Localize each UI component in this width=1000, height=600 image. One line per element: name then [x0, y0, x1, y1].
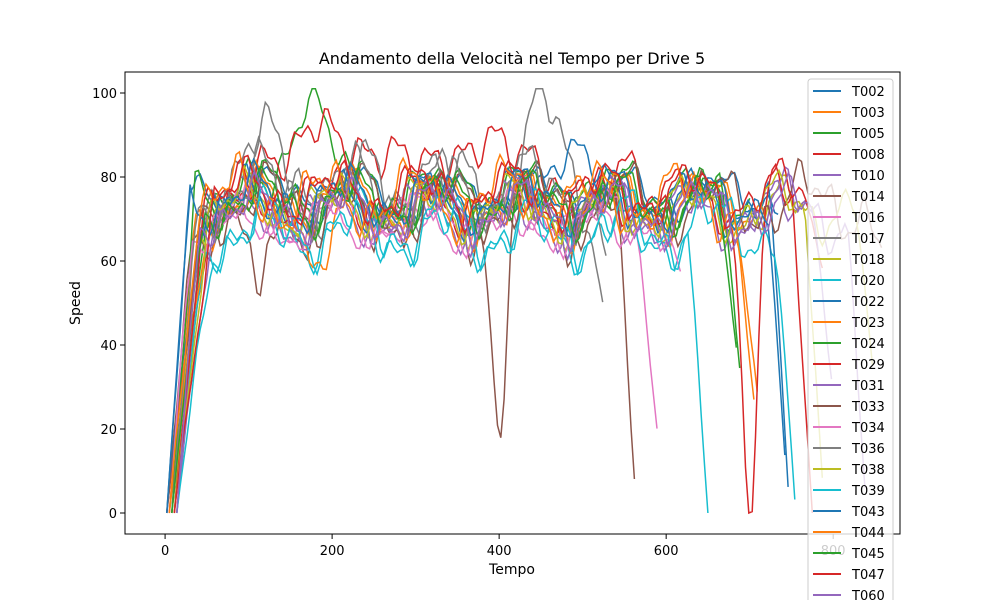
series-line-t039	[176, 183, 796, 514]
x-axis-ticks: 0200400600800	[161, 534, 846, 559]
chart-title: Andamento della Velocità nel Tempo per D…	[319, 49, 705, 68]
legend-label: T045	[851, 547, 885, 562]
legend-label: T008	[851, 148, 885, 163]
legend-label: T039	[851, 484, 885, 499]
x-tick-label: 400	[487, 544, 512, 559]
legend-label: T031	[851, 379, 885, 394]
plot-lines	[166, 88, 883, 515]
series-line-t020	[176, 197, 709, 514]
legend-label: T034	[851, 421, 885, 436]
x-tick-label: 200	[320, 544, 345, 559]
legend: T002 T003 T005 T008 T010 T014 T016 T017 T018 T020…	[807, 78, 894, 600]
legend-label: T017	[851, 232, 885, 247]
plot-frame	[124, 71, 901, 535]
legend-label: T018	[851, 253, 885, 268]
y-tick-label: 100	[92, 87, 117, 102]
series-line-t045	[171, 165, 738, 514]
legend-label: T002	[851, 85, 885, 100]
series-line-t047	[173, 154, 824, 514]
y-axis-label: Speed	[68, 281, 84, 325]
legend-label: T020	[851, 274, 885, 289]
legend-label: T010	[851, 169, 885, 184]
legend-label: T044	[851, 526, 885, 541]
y-tick-label: 20	[100, 423, 117, 438]
legend-label: T060	[851, 589, 885, 600]
legend-label: T003	[851, 106, 885, 121]
legend-label: T036	[851, 442, 885, 457]
legend-label: T024	[851, 337, 885, 352]
y-axis-ticks: 0 20 40 60 80 100	[92, 87, 125, 522]
x-tick-label: 600	[654, 544, 679, 559]
x-axis-label: Tempo	[488, 562, 535, 578]
legend-label: T014	[851, 190, 885, 205]
y-tick-label: 0	[109, 507, 117, 522]
y-tick-label: 40	[100, 339, 117, 354]
legend-label: T038	[851, 463, 885, 478]
legend-label: T023	[851, 316, 885, 331]
series-line-t034	[168, 179, 682, 514]
y-tick-label: 80	[100, 171, 117, 186]
legend-label: T029	[851, 358, 885, 373]
legend-label: T047	[851, 568, 885, 583]
series-line-t060	[176, 171, 833, 514]
y-tick-label: 60	[100, 255, 117, 270]
legend-label: T033	[851, 400, 885, 415]
x-tick-label: 0	[161, 544, 169, 559]
legend-label: T022	[851, 295, 885, 310]
legend-label: T043	[851, 505, 885, 520]
series-line-t031	[176, 163, 866, 514]
legend-label: T016	[851, 211, 885, 226]
legend-label: T005	[851, 127, 885, 142]
